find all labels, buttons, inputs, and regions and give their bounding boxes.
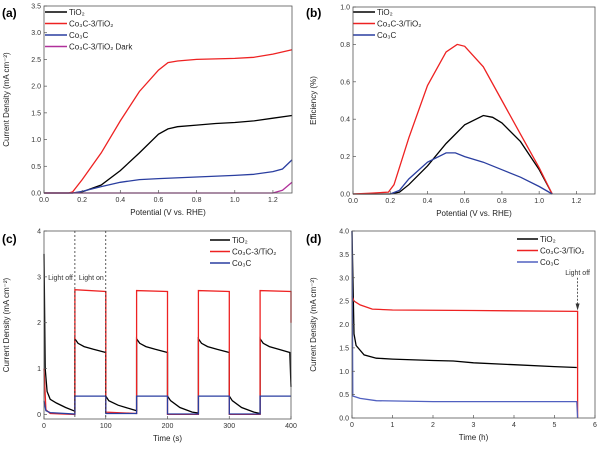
plot-frame (352, 6, 596, 195)
legend-label: TiO₂ (377, 8, 393, 17)
x-tick-label: 1.0 (230, 197, 240, 204)
panel-label: (c) (2, 232, 17, 246)
legend-label: TiO₂ (69, 8, 85, 17)
panel-a: (a) TiO₂ Co₃C-3/TiO₂ Co₃C Co₃C-3/TiO₂ Dark 0.… (2, 4, 293, 217)
y-tick-label: 0.0 (340, 192, 350, 199)
legend-label: TiO₂ (540, 235, 556, 244)
legend-label: Co₃C-3/TiO₂ (69, 20, 113, 29)
legend-label: Co₃C (540, 258, 559, 267)
y-tick-label: 1.0 (340, 5, 350, 12)
y-tick-label: 0.4 (340, 117, 350, 124)
y-axis-label: Efficiency (%) (309, 76, 318, 125)
y-tick-label: 1.0 (31, 137, 41, 144)
legend-label: TiO₂ (232, 236, 248, 245)
x-tick-label: 100 (100, 423, 112, 430)
panel-c: (c) TiO₂ Co₃C-3/TiO₂ Co₃C 0 100 200 300 400 0 1 2 3 4… (2, 229, 297, 444)
x-tick-label: 4 (512, 422, 516, 429)
series-line-2 (389, 152, 553, 195)
y-tick-label: 1.5 (339, 345, 349, 352)
y-tick-label: 1.5 (31, 110, 41, 117)
y-axis-label: Current Density (mA cm⁻²) (2, 52, 11, 147)
legend-label: Co₃C-3/TiO₂ (540, 247, 584, 256)
x-tick-label: 1 (391, 422, 395, 429)
x-tick-label: 300 (223, 423, 235, 430)
legend-label: Co₃C (232, 259, 251, 268)
x-tick-label: 0.8 (192, 197, 202, 204)
series-line-0 (351, 230, 577, 369)
x-tick-label: 0.4 (115, 197, 125, 204)
series-line-2 (351, 230, 579, 419)
x-axis-label: Time (h) (459, 433, 489, 442)
x-tick-label: 0.4 (423, 198, 433, 205)
panel-d: (d) TiO₂ Co₃C-3/TiO₂ Co₃C 0 1 2 3 4 5 6 0.0 0.5 1.0 1.… (306, 229, 597, 443)
y-tick-label: 0.2 (340, 154, 350, 161)
legend-label: Co₃C-3/TiO₂ (377, 20, 421, 29)
x-tick-label: 400 (285, 423, 297, 430)
series-line-1 (351, 296, 579, 418)
series-line-2 (44, 159, 293, 194)
y-tick-label: 3.0 (31, 30, 41, 37)
y-tick-label: 2.5 (339, 299, 349, 306)
x-tick-label: 2 (431, 422, 435, 429)
x-axis-label: Time (s) (153, 434, 182, 443)
x-tick-label: 1.0 (534, 198, 544, 205)
x-tick-label: 200 (162, 423, 174, 430)
panel-label: (b) (306, 6, 321, 20)
y-tick-label: 3.0 (339, 275, 349, 282)
annotation-label: Light off (48, 275, 73, 282)
y-axis-label: Current Density (mA cm⁻²) (2, 277, 11, 372)
series-line-1 (44, 49, 293, 194)
y-tick-label: 3 (37, 274, 41, 281)
x-tick-label: 0.8 (497, 198, 507, 205)
legend-label: Co₃C-3/TiO₂ Dark (69, 43, 133, 52)
panel-label: (d) (306, 232, 321, 246)
y-tick-label: 0.8 (340, 42, 350, 49)
y-tick-label: 2.0 (31, 84, 41, 91)
x-tick-label: 0.0 (39, 197, 49, 204)
x-tick-label: 3 (472, 422, 476, 429)
x-tick-label: 0.2 (385, 198, 395, 205)
y-tick-label: 3.5 (31, 4, 41, 11)
legend-label: Co₃C-3/TiO₂ (232, 248, 276, 257)
x-tick-label: 0.6 (460, 198, 470, 205)
x-axis-label: Potential (V vs. RHE) (436, 209, 512, 218)
y-tick-label: 0 (37, 412, 41, 419)
y-tick-label: 0.6 (340, 79, 350, 86)
y-tick-label: 2.0 (339, 322, 349, 329)
plot-frame (43, 5, 293, 194)
y-tick-label: 4 (37, 229, 41, 236)
series-line-2 (43, 395, 291, 415)
y-tick-label: 3.5 (339, 252, 349, 259)
annotation-label: Light off (565, 270, 590, 277)
y-tick-label: 1.0 (339, 369, 349, 376)
panel-b: (b) TiO₂ Co₃C-3/TiO₂ Co₃C 0.0 0.2 0.4 0.6 0.8 1.0… (306, 5, 596, 218)
legend-label: Co₃C (69, 31, 88, 40)
series-line-0 (353, 114, 553, 195)
legend-label: Co₃C (377, 31, 396, 40)
arrow-head-icon (575, 303, 580, 311)
y-tick-label: 1 (37, 366, 41, 373)
y-axis-label: Current Density (mA cm⁻²) (309, 277, 318, 372)
x-tick-label: 0.2 (77, 197, 87, 204)
x-tick-label: 1.2 (268, 197, 278, 204)
x-tick-label: 0 (350, 422, 354, 429)
x-tick-label: 0.0 (348, 198, 358, 205)
y-tick-label: 2.5 (31, 57, 41, 64)
y-tick-label: 0.5 (339, 392, 349, 399)
x-tick-label: 1.2 (572, 198, 582, 205)
y-tick-label: 0.0 (31, 191, 41, 198)
y-tick-label: 4.0 (339, 229, 349, 236)
x-tick-label: 6 (593, 422, 597, 429)
series-line-1 (352, 43, 553, 195)
x-tick-label: 0.6 (154, 197, 164, 204)
y-tick-label: 2 (37, 320, 41, 327)
x-tick-label: 5 (553, 422, 557, 429)
y-tick-label: 0.0 (339, 416, 349, 423)
x-tick-label: 0 (42, 423, 46, 430)
annotation-label: Light on (79, 275, 104, 282)
panel-label: (a) (2, 6, 17, 20)
x-axis-label: Potential (V vs. RHE) (130, 208, 206, 217)
y-tick-label: 0.5 (31, 164, 41, 171)
